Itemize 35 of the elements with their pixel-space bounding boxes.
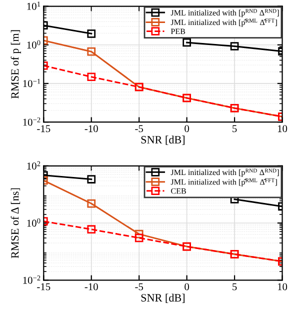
x-axis-title: SNR [dB] xyxy=(141,294,185,303)
legend-label: CEB xyxy=(171,188,186,194)
x-tick-label: -15 xyxy=(37,283,50,290)
legend-label: JML initialized with [p̂$^{RML}$ Δ̂$^{FFT}$] xyxy=(170,18,277,27)
x-tick-label: 5 xyxy=(232,125,237,132)
legend-label: JML initialized with [p̂$^{RML}$ Δ̂$^{FFT}$] xyxy=(170,178,277,186)
x-tick-label: -5 xyxy=(135,125,144,132)
y-tick-label: 10$^{1}$ xyxy=(27,2,40,10)
x-tick-label: 10 xyxy=(278,283,288,290)
point xyxy=(134,234,144,242)
x-tick-label: -5 xyxy=(135,283,144,290)
y-axis-title: RMSE of Δ [ns] xyxy=(10,188,20,258)
legend-label: JML initialized with [p$^{RND}$ Δ$^{RND}$] xyxy=(170,168,279,177)
x-tick-label: 5 xyxy=(232,283,237,290)
y-tick-label: 10$^{2}$ xyxy=(27,161,40,170)
x-tick-label: 10 xyxy=(278,125,288,132)
point xyxy=(182,38,191,47)
y-axis-title: RMSE of p [m] xyxy=(10,30,21,99)
x-tick-label: 0 xyxy=(184,283,190,290)
x-tick-label: -10 xyxy=(84,283,98,290)
y-tick-label: 10$^{−1}$ xyxy=(23,78,40,88)
point xyxy=(87,225,96,234)
legend-label: JML initialized with [p$^{RND}$ Δ$^{RND}$] xyxy=(170,9,279,18)
y-tick-label: 10$^{0}$ xyxy=(27,40,40,49)
point xyxy=(87,72,96,82)
x-tick-label: 0 xyxy=(184,125,190,132)
x-axis-title: SNR [dB] xyxy=(141,136,185,145)
point xyxy=(230,42,239,50)
x-tick-label: -15 xyxy=(37,125,50,132)
point xyxy=(87,30,96,38)
legend-label: PEB xyxy=(170,28,186,34)
x-tick-label: -10 xyxy=(84,125,98,132)
y-tick-label: 10$^{0}$ xyxy=(27,218,40,227)
y-tick-label: 10$^{−2}$ xyxy=(23,276,40,284)
y-tick-label: 10$^{−2}$ xyxy=(23,117,40,126)
